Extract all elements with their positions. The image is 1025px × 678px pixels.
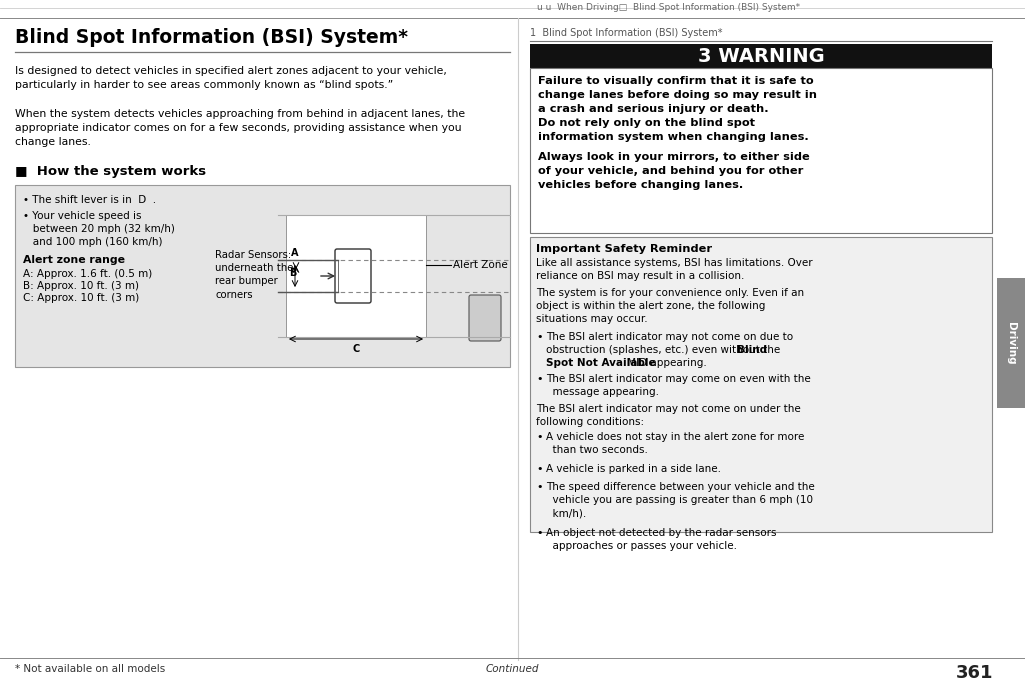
Text: Spot Not Available: Spot Not Available — [546, 358, 656, 368]
Bar — [530, 68, 992, 233]
Text: Blind: Blind — [737, 345, 767, 355]
Bar — [15, 185, 510, 367]
Bar — [286, 215, 426, 337]
Text: •: • — [536, 464, 542, 474]
Text: u u  When Driving□  Blind Spot Information (BSI) System*: u u When Driving□ Blind Spot Information… — [537, 3, 801, 12]
Text: Alert zone range: Alert zone range — [23, 255, 125, 265]
Text: •: • — [536, 332, 542, 342]
Text: C: C — [353, 344, 360, 354]
Text: When the system detects vehicles approaching from behind in adjacent lanes, the
: When the system detects vehicles approac… — [15, 109, 465, 147]
Text: 3 WARNING: 3 WARNING — [698, 47, 824, 66]
Bar — [530, 44, 992, 68]
Text: Continued: Continued — [485, 664, 539, 674]
Text: A: A — [291, 248, 298, 258]
Text: The system is for your convenience only. Even if an
object is within the alert z: The system is for your convenience only.… — [536, 288, 805, 324]
Text: An object not detected by the radar sensors
  approaches or passes your vehicle.: An object not detected by the radar sens… — [546, 528, 777, 551]
Text: •: • — [536, 374, 542, 384]
Text: obstruction (splashes, etc.) even without the: obstruction (splashes, etc.) even withou… — [546, 345, 783, 355]
Text: information system when changing lanes.: information system when changing lanes. — [538, 132, 809, 142]
Text: * Not available on all models: * Not available on all models — [15, 664, 165, 674]
Text: The BSI alert indicator may not come on under the
following conditions:: The BSI alert indicator may not come on … — [536, 404, 801, 427]
Bar — [997, 278, 1025, 408]
Text: A vehicle is parked in a side lane.: A vehicle is parked in a side lane. — [546, 464, 721, 474]
Text: Always look in your mirrors, to either side: Always look in your mirrors, to either s… — [538, 152, 810, 162]
Text: The BSI alert indicator may not come on due to: The BSI alert indicator may not come on … — [546, 332, 793, 342]
Text: •: • — [536, 528, 542, 538]
Text: C: Approx. 10 ft. (3 m): C: Approx. 10 ft. (3 m) — [23, 293, 139, 303]
Text: Do not rely only on the blind spot: Do not rely only on the blind spot — [538, 118, 755, 128]
Text: Alert Zone: Alert Zone — [453, 260, 507, 270]
Text: ■  How the system works: ■ How the system works — [15, 165, 206, 178]
Text: •: • — [536, 432, 542, 442]
Text: Is designed to detect vehicles in specified alert zones adjacent to your vehicle: Is designed to detect vehicles in specif… — [15, 66, 447, 90]
Text: •: • — [536, 482, 542, 492]
Text: Blind Spot Information (BSI) System*: Blind Spot Information (BSI) System* — [15, 28, 408, 47]
Text: change lanes before doing so may result in: change lanes before doing so may result … — [538, 90, 817, 100]
Text: • Your vehicle speed is
   between 20 mph (32 km/h)
   and 100 mph (160 km/h): • Your vehicle speed is between 20 mph (… — [23, 211, 175, 247]
Bar — [530, 237, 992, 532]
Text: MID appearing.: MID appearing. — [624, 358, 707, 368]
Text: A: Approx. 1.6 ft. (0.5 m): A: Approx. 1.6 ft. (0.5 m) — [23, 269, 153, 279]
Text: The speed difference between your vehicle and the
  vehicle you are passing is g: The speed difference between your vehicl… — [546, 482, 815, 519]
Text: Important Safety Reminder: Important Safety Reminder — [536, 244, 712, 254]
Text: The BSI alert indicator may come on even with the
  message appearing.: The BSI alert indicator may come on even… — [546, 374, 811, 397]
Text: 1  Blind Spot Information (BSI) System*: 1 Blind Spot Information (BSI) System* — [530, 28, 723, 38]
Text: A vehicle does not stay in the alert zone for more
  than two seconds.: A vehicle does not stay in the alert zon… — [546, 432, 805, 455]
Text: Radar Sensors:
underneath the
rear bumper
corners: Radar Sensors: underneath the rear bumpe… — [215, 250, 293, 300]
Text: Like all assistance systems, BSI has limitations. Over
reliance on BSI may resul: Like all assistance systems, BSI has lim… — [536, 258, 813, 281]
Text: • The shift lever is in  D  .: • The shift lever is in D . — [23, 195, 156, 205]
Text: a crash and serious injury or death.: a crash and serious injury or death. — [538, 104, 769, 114]
Text: 361: 361 — [955, 664, 993, 678]
Text: B: Approx. 10 ft. (3 m): B: Approx. 10 ft. (3 m) — [23, 281, 139, 291]
Text: Driving: Driving — [1006, 321, 1016, 364]
Text: vehicles before changing lanes.: vehicles before changing lanes. — [538, 180, 743, 190]
Text: Failure to visually confirm that it is safe to: Failure to visually confirm that it is s… — [538, 76, 814, 86]
Text: B: B — [289, 268, 296, 278]
FancyBboxPatch shape — [469, 295, 501, 341]
Text: of your vehicle, and behind you for other: of your vehicle, and behind you for othe… — [538, 166, 804, 176]
FancyBboxPatch shape — [335, 249, 371, 303]
